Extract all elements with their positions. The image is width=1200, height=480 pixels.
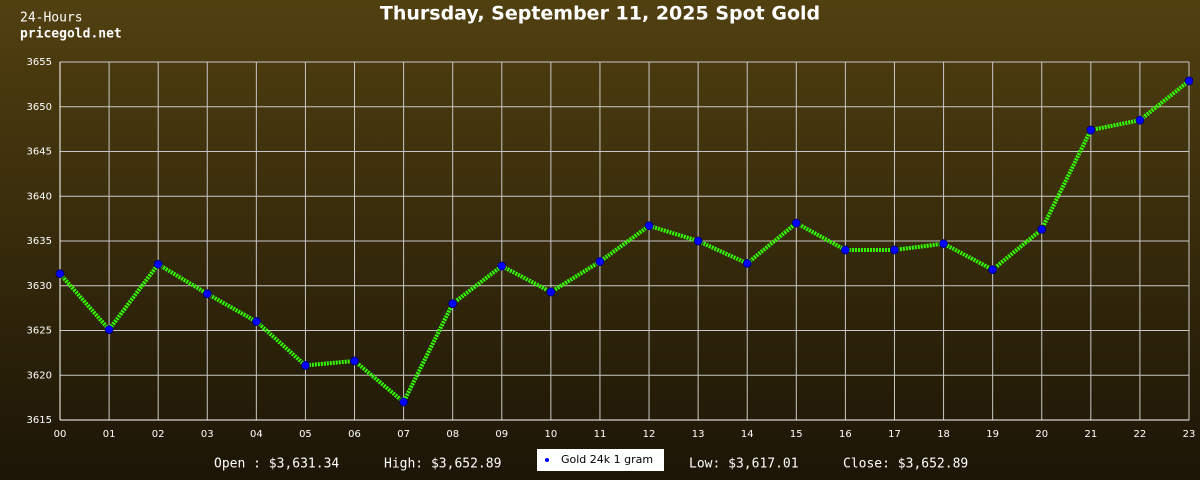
data-point [497,261,507,271]
x-tick-label: 17 [888,429,901,440]
stat-label: Low: $3,617.01 [689,457,799,472]
legend-box [537,449,664,471]
x-tick-label: 07 [397,429,410,440]
y-tick-label: 3655 [27,57,52,68]
y-tick-label: 3640 [27,191,52,202]
stat-label: Close: $3,652.89 [843,457,968,472]
data-point [448,299,458,309]
data-point [55,269,65,279]
data-point [1086,125,1096,135]
y-tick-label: 3620 [27,370,52,381]
data-point [1184,76,1194,86]
data-point [840,245,850,255]
x-tick-label: 02 [152,429,165,440]
data-point [350,356,359,366]
legend-label: Gold 24k 1 gram [561,453,653,466]
data-point [546,287,556,297]
data-point [939,239,948,249]
stat-label: High: $3,652.89 [384,457,501,472]
data-point [202,289,212,299]
x-tick-label: 01 [103,429,116,440]
stat-label: Open : $3,631.34 [214,457,339,472]
y-tick-label: 3625 [27,326,52,337]
data-point [988,265,998,275]
x-tick-label: 11 [594,429,607,440]
data-point [890,245,899,255]
x-tick-label: 16 [839,429,852,440]
x-tick-label: 08 [446,429,459,440]
data-point [1037,224,1047,234]
data-point [399,397,409,407]
data-point [742,258,752,268]
x-tick-label: 15 [790,429,803,440]
data-point [153,259,163,269]
y-tick-label: 3630 [27,281,52,292]
x-tick-label: 13 [692,429,705,440]
x-tick-label: 09 [495,429,508,440]
x-tick-label: 05 [299,429,312,440]
data-point [104,325,114,335]
x-tick-label: 22 [1134,429,1147,440]
subtitle: pricegold.net [20,27,122,42]
x-tick-label: 20 [1035,429,1048,440]
data-point [595,257,605,266]
data-point [644,221,654,231]
data-point [251,317,261,326]
x-tick-label: 03 [201,429,214,440]
y-tick-label: 3645 [27,147,52,158]
data-point [791,218,801,228]
data-point [1135,115,1145,125]
y-tick-label: 3615 [27,415,52,426]
chart-title: Thursday, September 11, 2025 Spot Gold [380,3,820,25]
x-tick-label: 14 [741,429,754,440]
x-tick-label: 10 [545,429,558,440]
x-tick-label: 06 [348,429,361,440]
subtitle: 24-Hours [20,11,83,26]
y-tick-label: 3635 [27,236,52,247]
y-tick-label: 3650 [27,102,52,113]
legend-marker [545,458,549,462]
x-tick-label: 19 [986,429,999,440]
x-tick-label: 12 [643,429,656,440]
x-tick-label: 18 [937,429,950,440]
x-tick-label: 21 [1084,429,1097,440]
data-point [301,361,310,370]
x-tick-label: 23 [1183,429,1196,440]
x-tick-label: 04 [250,429,263,440]
x-tick-label: 00 [54,429,67,440]
data-point [693,236,703,246]
